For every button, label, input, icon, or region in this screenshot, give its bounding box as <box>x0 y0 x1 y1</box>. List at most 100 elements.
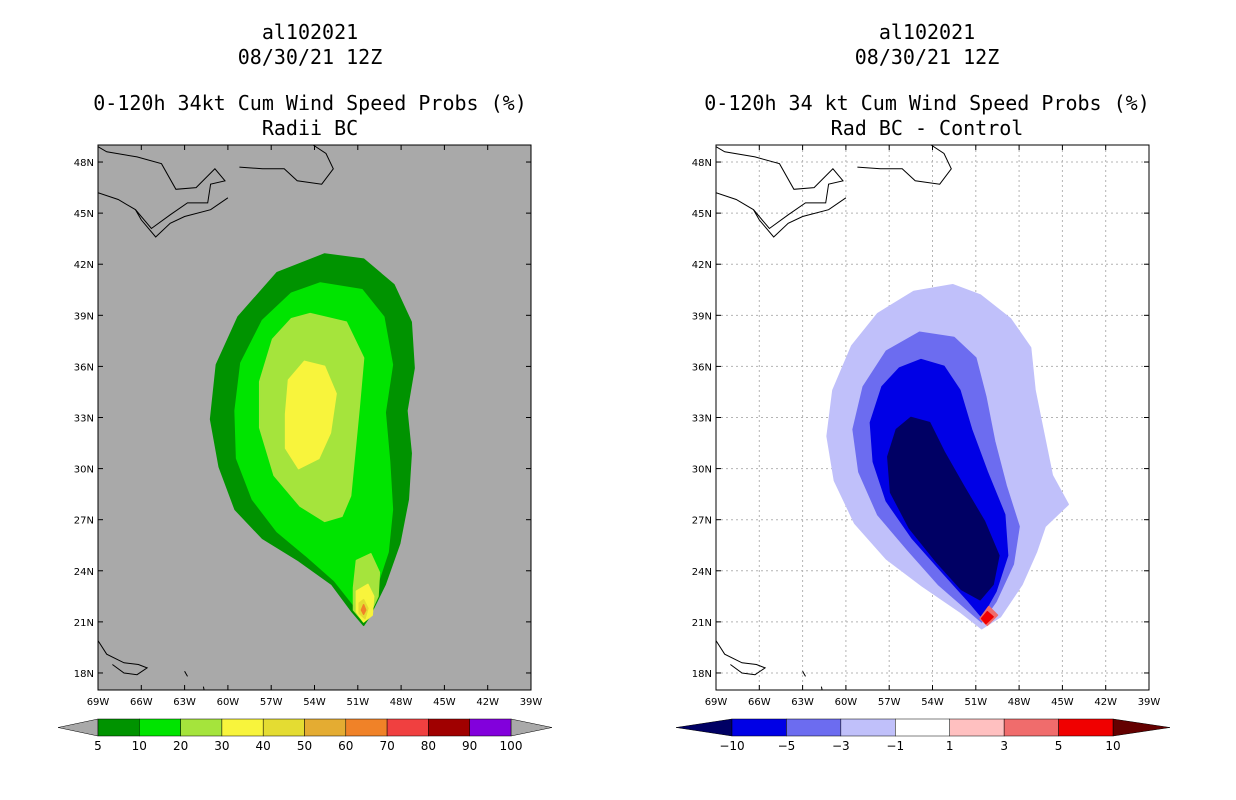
right-xtick-label-48W: 48W <box>1008 697 1031 708</box>
left-ytick-label-36N: 36N <box>74 362 94 373</box>
right-colorbar: −10 −5 −3 −1 1 3 5 10 <box>675 718 1171 753</box>
left-xtick-label-54W: 54W <box>303 697 326 708</box>
left-colorbar-swatch-5 <box>304 718 347 737</box>
right-coastline-1 <box>753 197 847 238</box>
right-colorbar-label-minus5: −5 <box>778 739 796 753</box>
left-colorbar-label-70: 70 <box>379 739 394 753</box>
right-colorbar-label-minus3: −3 <box>832 739 850 753</box>
right-xtick-label-60W: 60W <box>835 697 858 708</box>
right-coastline-2 <box>857 145 952 185</box>
left-xtick-label-63W: 63W <box>173 697 196 708</box>
left-colorbar-label-10: 10 <box>132 739 147 753</box>
left-colorbar-swatch-6 <box>345 718 388 737</box>
right-ytick-label-48N: 48N <box>692 158 712 169</box>
right-ytick-label-36N: 36N <box>692 362 712 373</box>
left-coastline-3 <box>98 640 149 676</box>
left-contour-30-4 <box>284 360 337 470</box>
right-xtick-label-57W: 57W <box>878 697 901 708</box>
left-xtick-label-45W: 45W <box>433 697 456 708</box>
left-ytick-label-48N: 48N <box>74 158 94 169</box>
left-ytick-label-24N: 24N <box>74 567 94 578</box>
left-plot-area <box>98 145 415 718</box>
left-chart-title: al102021 08/30/21 12Z <box>238 20 383 70</box>
left-xtick-label-69W: 69W <box>87 697 110 708</box>
left-coastline-2 <box>239 145 334 185</box>
right-xtick-label-45W: 45W <box>1051 697 1074 708</box>
right-colorbar-label-3: 3 <box>1000 739 1008 753</box>
left-ytick-label-39N: 39N <box>74 311 94 322</box>
right-xtick-label-69W: 69W <box>705 697 728 708</box>
right-xtick-label-39W: 39W <box>1138 697 1161 708</box>
left-coastline-5 <box>208 709 211 718</box>
right-ytick-label-30N: 30N <box>692 465 712 476</box>
left-colorbar-swatch-7 <box>386 718 429 737</box>
right-title-line-3: 0-120h 34 kt Cum Wind Speed Probs (%) <box>704 91 1150 115</box>
left-xtick-label-51W: 51W <box>346 697 369 708</box>
left-ytick-label-33N: 33N <box>74 414 94 425</box>
right-ytick-label-27N: 27N <box>692 516 712 527</box>
right-colorbar-low-triangle <box>675 718 733 737</box>
left-ytick-label-21N: 21N <box>74 618 94 629</box>
right-ytick-label-18N: 18N <box>692 669 712 680</box>
left-xtick-label-42W: 42W <box>476 697 499 708</box>
left-colorbar-swatch-8 <box>428 718 470 737</box>
right-contour-5-5 <box>980 610 994 625</box>
left-colorbar-swatch-3 <box>221 718 264 737</box>
left-colorbar-label-50: 50 <box>297 739 312 753</box>
left-ytick-label-42N: 42N <box>74 260 94 271</box>
right-colorbar-label-1: 1 <box>946 739 954 753</box>
left-colorbar-swatch-2 <box>180 718 223 737</box>
left-colorbar-swatch-4 <box>262 718 305 737</box>
right-coastline-5 <box>826 709 829 718</box>
right-ytick-label-33N: 33N <box>692 414 712 425</box>
left-chart: 69W 66W 63W 60W 57W 54W 51W 48W 45W 42W 39W 18N 21N 2… <box>57 144 553 753</box>
right-colorbar-swatch-6 <box>1058 718 1114 737</box>
right-coastline-4 <box>820 686 823 690</box>
right-plot-area <box>716 145 1149 718</box>
left-colorbar-label-5: 5 <box>94 739 102 753</box>
left-coastline-0 <box>98 146 226 230</box>
right-xtick-label-54W: 54W <box>921 697 944 708</box>
right-coastline-3 <box>716 640 767 676</box>
right-ytick-label-45N: 45N <box>692 209 712 220</box>
left-colorbar-label-30: 30 <box>214 739 229 753</box>
right-title-line-4: Rad BC - Control <box>830 116 1024 140</box>
right-xtick-label-66W: 66W <box>748 697 771 708</box>
right-ytick-label-42N: 42N <box>692 260 712 271</box>
left-title-line-4: Radii BC <box>261 116 359 140</box>
right-coastline-6 <box>802 671 806 677</box>
left-xtick-label-57W: 57W <box>260 697 283 708</box>
left-xtick-label-48W: 48W <box>390 697 413 708</box>
right-contour-minus10-3 <box>887 416 1000 601</box>
left-colorbar-label-100: 100 <box>500 739 523 753</box>
right-ytick-label-39N: 39N <box>692 311 712 322</box>
right-colorbar-swatch-0 <box>731 718 787 737</box>
left-xtick-label-60W: 60W <box>217 697 240 708</box>
right-colorbar-label-minus1: −1 <box>886 739 904 753</box>
right-xtick-label-51W: 51W <box>964 697 987 708</box>
right-ytick-label-24N: 24N <box>692 567 712 578</box>
left-colorbar-label-80: 80 <box>421 739 436 753</box>
left-ytick-label-30N: 30N <box>74 465 94 476</box>
left-colorbar-swatch-9 <box>469 718 512 737</box>
left-ytick-label-45N: 45N <box>74 209 94 220</box>
left-colorbar-label-40: 40 <box>256 739 271 753</box>
right-colorbar-swatch-1 <box>786 718 842 737</box>
left-chart-subtitle: 0-120h 34kt Cum Wind Speed Probs (%) Rad… <box>93 91 526 141</box>
left-ytick-label-18N: 18N <box>74 669 94 680</box>
right-title-line-1: al102021 <box>878 20 976 44</box>
left-colorbar-high-triangle <box>510 718 553 737</box>
left-colorbar-label-60: 60 <box>338 739 353 753</box>
left-colorbar-swatch-0 <box>97 718 140 737</box>
left-colorbar-swatch-1 <box>139 718 181 737</box>
right-ytick-label-21N: 21N <box>692 618 712 629</box>
right-colorbar-swatch-3 <box>895 718 950 737</box>
right-chart-subtitle: 0-120h 34 kt Cum Wind Speed Probs (%) Ra… <box>704 91 1150 141</box>
left-coastline-6 <box>184 671 188 677</box>
left-contour-60-7 <box>360 604 367 615</box>
left-xtick-label-66W: 66W <box>130 697 153 708</box>
right-coastline-0 <box>716 146 844 230</box>
right-title-line-2: 08/30/21 12Z <box>854 45 1000 69</box>
right-chart: 69W 66W 63W 60W 57W 54W 51W 48W 45W 42W 39W 18N 21N 2… <box>675 144 1171 753</box>
